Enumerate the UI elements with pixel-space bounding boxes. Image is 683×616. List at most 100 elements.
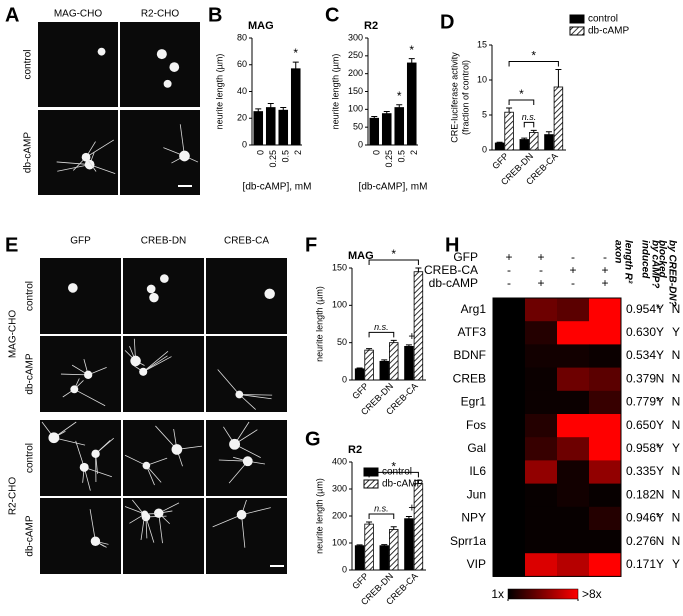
y-tick-label: 150 (332, 262, 347, 272)
cell (179, 151, 190, 162)
cell (157, 49, 167, 59)
legend-label: db-cAMP (382, 479, 423, 490)
panel-label: A (5, 4, 19, 26)
heatmap-cell (525, 414, 558, 438)
heatmap-cell (589, 484, 622, 508)
gene-label: Sprr1a (450, 534, 486, 548)
legend-swatch (364, 468, 378, 476)
table-cell: N (672, 418, 681, 432)
heatmap-cell (493, 530, 526, 554)
heatmap-cell (589, 460, 622, 484)
y-axis-label: (fraction of control) (460, 60, 470, 135)
heatmap-cell (493, 321, 526, 345)
heatmap-cell (589, 414, 622, 438)
y-axis-label: neurite length (µm) (214, 54, 224, 130)
heatmap-cell (525, 507, 558, 531)
heatmap-cell (493, 553, 526, 577)
y-tick-label: 60 (237, 59, 247, 69)
heatmap-cell (589, 298, 622, 322)
table-cell: Y (656, 441, 664, 455)
heatmap-cell (589, 507, 622, 531)
bar (495, 143, 504, 150)
table-cell: N (656, 371, 665, 385)
bracket-label: * (519, 87, 524, 101)
cell (160, 274, 169, 283)
gene-label: VIP (467, 557, 486, 571)
cell (154, 508, 163, 517)
table-header: induced (639, 240, 650, 279)
heatmap-cell (557, 368, 590, 392)
y-tick-label: 100 (332, 537, 347, 547)
heatmap-cell (493, 414, 526, 438)
column-label: R2-CHO (141, 9, 180, 20)
heatmap-cell (525, 437, 558, 461)
column-label: GFP (70, 236, 91, 247)
condition-sign: - (507, 276, 511, 290)
gene-label: BDNF (453, 348, 486, 362)
chart-title: R2 (364, 20, 378, 32)
row-label: db-cAMP (25, 353, 36, 394)
table-cell: Y (656, 511, 664, 525)
legend-label: control (588, 14, 618, 25)
table-header: axon (612, 240, 623, 263)
bar (414, 272, 423, 380)
condition-sign: - (571, 250, 575, 264)
table-cell: Y (672, 325, 680, 339)
y-tick-label: 10 (477, 74, 487, 84)
y-tick-label: 0 (342, 374, 347, 384)
gene-label: Jun (467, 487, 486, 501)
column-label: MAG-CHO (54, 9, 103, 20)
x-tick-label: GFP (350, 381, 370, 401)
heatmap-cell (589, 553, 622, 577)
heatmap-cell (589, 344, 622, 368)
table-cell: 0.276 (626, 534, 656, 548)
error-bar (409, 59, 415, 63)
condition-sign: - (507, 263, 511, 277)
cell (229, 439, 240, 450)
condition-sign: + (601, 263, 608, 277)
table-header: by CREB-DN? (666, 240, 677, 307)
cell (130, 356, 141, 367)
cell (169, 62, 179, 72)
gene-label: Fos (466, 418, 486, 432)
bracket (369, 332, 394, 337)
cell (70, 385, 78, 393)
heatmap-cell (557, 391, 590, 415)
y-axis-label: CRE-luciferase activity (449, 52, 459, 143)
y-tick-label: 400 (332, 456, 347, 466)
gene-label: Egr1 (461, 395, 487, 409)
legend-swatch (570, 27, 584, 35)
heatmap-cell (589, 530, 622, 554)
table-cell: 0.335 (626, 464, 656, 478)
heatmap-cell (493, 484, 526, 508)
cell (139, 368, 147, 376)
row-label: control (23, 49, 34, 79)
heatmap-cell (557, 507, 590, 531)
heatmap-cell (557, 321, 590, 345)
heatmap-cell (589, 391, 622, 415)
y-tick-label: 15 (477, 39, 487, 49)
heatmap-cell (589, 437, 622, 461)
table-cell: N (672, 371, 681, 385)
error-bar (506, 108, 512, 112)
column-label: CREB-DN (141, 236, 187, 247)
bracket-label: n.s. (374, 322, 389, 332)
error-bar (555, 70, 561, 88)
annotation: + (408, 329, 415, 343)
table-header: blocked (656, 240, 667, 279)
table-cell: Y (656, 418, 664, 432)
condition-sign: + (537, 250, 544, 264)
heatmap-cell (493, 298, 526, 322)
gene-label: NPY (461, 511, 486, 525)
micrograph (40, 420, 121, 496)
x-tick-label: 2 (293, 150, 303, 155)
cell (235, 391, 243, 399)
panel-label: F (305, 234, 317, 256)
colorbar-label: >8x (582, 587, 602, 601)
chart-title: R2 (348, 444, 362, 456)
micrograph (38, 22, 118, 107)
table-cell: 0.182 (626, 487, 656, 501)
bar (389, 530, 398, 571)
y-tick-label: 0 (358, 139, 363, 149)
panel-label: C (325, 4, 339, 26)
